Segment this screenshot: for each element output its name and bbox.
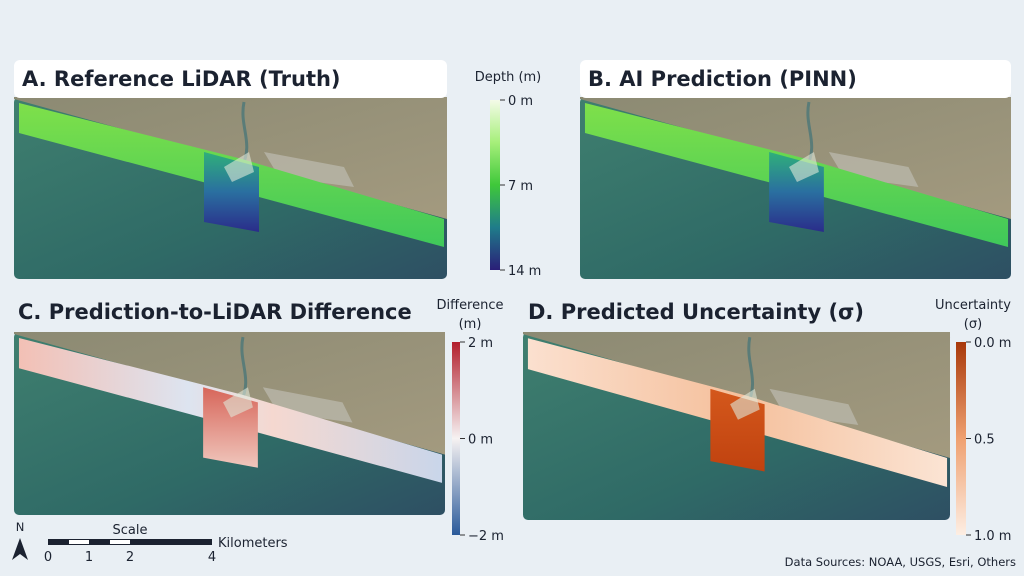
legend-title: Difference xyxy=(436,298,503,313)
legend-title: Depth (m) xyxy=(475,70,542,85)
town xyxy=(262,387,353,423)
scale-seg xyxy=(69,540,89,544)
tick-label: 1.0 m xyxy=(974,529,1011,544)
colorbar xyxy=(956,342,966,535)
tick-label: 14 m xyxy=(508,264,541,279)
map xyxy=(14,97,447,279)
north-arrow xyxy=(12,538,28,560)
town xyxy=(828,152,919,187)
town xyxy=(264,152,354,187)
north-label: N xyxy=(16,520,25,534)
scale-seg xyxy=(110,540,130,544)
footer: Data Sources: NOAA, USGS, Esri, Others xyxy=(785,555,1016,569)
tick-label: −2 m xyxy=(468,529,504,544)
scale-title: Scale xyxy=(113,523,148,538)
town xyxy=(769,388,859,425)
tick-label: 0 m xyxy=(468,433,493,448)
panel-title: C. Prediction-to-LiDAR Difference xyxy=(18,300,412,324)
jetty xyxy=(223,387,253,418)
tick-label: 0 m xyxy=(508,94,533,109)
tick-label: 7 m xyxy=(508,179,533,194)
map xyxy=(580,97,1011,279)
colorbar xyxy=(490,100,500,270)
title-box xyxy=(14,60,447,98)
panel-title: D. Predicted Uncertainty (σ) xyxy=(528,300,864,324)
legend-title: (σ) xyxy=(964,317,982,332)
colorbar xyxy=(452,342,460,535)
map xyxy=(523,332,950,520)
jetty xyxy=(789,152,819,182)
map xyxy=(14,332,445,515)
legend-title: (m) xyxy=(459,317,482,332)
scale-tick: 0 xyxy=(44,550,52,565)
jetty xyxy=(224,152,254,182)
scale-tick: 4 xyxy=(208,550,216,565)
tick-label: 2 m xyxy=(468,336,493,351)
tick-label: 0.5 xyxy=(974,433,995,448)
scale-tick: 1 xyxy=(85,550,93,565)
legend-title: Uncertainty xyxy=(935,298,1011,313)
title-box xyxy=(580,60,1011,98)
panel-title: A. Reference LiDAR (Truth) xyxy=(22,67,341,91)
scale-unit: Kilometers xyxy=(218,536,288,551)
tick-label: 0.0 m xyxy=(974,336,1011,351)
jetty xyxy=(730,388,760,420)
panel-title: B. AI Prediction (PINN) xyxy=(588,67,857,91)
scale-tick: 2 xyxy=(126,550,134,565)
